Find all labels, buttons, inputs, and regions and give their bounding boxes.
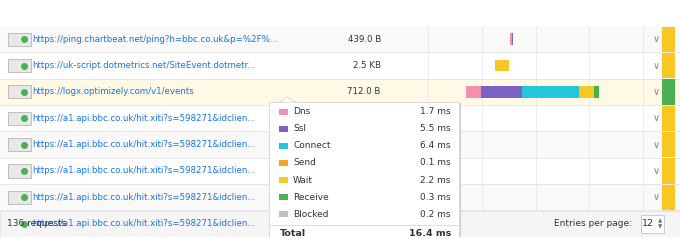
- FancyBboxPatch shape: [662, 132, 675, 157]
- Text: Receive: Receive: [293, 193, 329, 201]
- FancyBboxPatch shape: [0, 131, 680, 158]
- FancyBboxPatch shape: [662, 106, 675, 131]
- Text: <: <: [299, 219, 307, 229]
- FancyBboxPatch shape: [279, 109, 288, 115]
- FancyBboxPatch shape: [662, 79, 675, 105]
- FancyBboxPatch shape: [279, 126, 288, 132]
- FancyBboxPatch shape: [0, 158, 680, 184]
- FancyBboxPatch shape: [279, 194, 288, 200]
- FancyBboxPatch shape: [662, 53, 675, 78]
- Text: https://a1.api.bbc.co.uk/hit.xiti?s=598271&idclien...: https://a1.api.bbc.co.uk/hit.xiti?s=5982…: [33, 114, 256, 123]
- Text: 439.0 B: 439.0 B: [347, 35, 381, 44]
- Text: Connect: Connect: [293, 141, 330, 150]
- FancyBboxPatch shape: [512, 33, 513, 45]
- Text: https://a1.api.bbc.co.uk/hit.xiti?s=598271&idclien...: https://a1.api.bbc.co.uk/hit.xiti?s=5982…: [33, 219, 256, 228]
- Text: 5.5 ms: 5.5 ms: [420, 124, 451, 133]
- FancyBboxPatch shape: [579, 86, 594, 98]
- Text: Entries per page:: Entries per page:: [554, 219, 632, 228]
- FancyBboxPatch shape: [269, 103, 459, 239]
- FancyBboxPatch shape: [466, 86, 481, 98]
- Text: ∨: ∨: [653, 192, 660, 202]
- Text: ∨: ∨: [653, 60, 660, 71]
- Text: 11/12: 11/12: [325, 219, 355, 228]
- FancyBboxPatch shape: [0, 105, 680, 131]
- FancyBboxPatch shape: [0, 210, 680, 237]
- Text: 0.2 ms: 0.2 ms: [420, 210, 451, 219]
- Text: Wait: Wait: [293, 175, 313, 185]
- FancyBboxPatch shape: [594, 86, 598, 98]
- Text: 6.4 ms: 6.4 ms: [420, 141, 451, 150]
- Text: ∨: ∨: [653, 140, 660, 150]
- FancyBboxPatch shape: [662, 158, 675, 184]
- Circle shape: [362, 218, 392, 229]
- FancyBboxPatch shape: [8, 217, 31, 230]
- Text: ∨: ∨: [653, 87, 660, 97]
- FancyBboxPatch shape: [495, 60, 509, 71]
- Text: 0.1 ms: 0.1 ms: [420, 158, 451, 168]
- Text: 136 requests: 136 requests: [7, 219, 66, 228]
- FancyBboxPatch shape: [0, 79, 680, 105]
- FancyBboxPatch shape: [8, 85, 31, 98]
- Text: 16.4 ms: 16.4 ms: [409, 229, 451, 238]
- Circle shape: [288, 218, 318, 229]
- FancyBboxPatch shape: [0, 211, 680, 237]
- Text: https://uk-script.dotmetrics.net/SiteEvent.dotmetr...: https://uk-script.dotmetrics.net/SiteEve…: [33, 61, 256, 70]
- Text: ▼: ▼: [658, 225, 662, 230]
- Text: ∨: ∨: [653, 219, 660, 229]
- FancyBboxPatch shape: [662, 27, 675, 52]
- Text: https://a1.api.bbc.co.uk/hit.xiti?s=598271&idclien...: https://a1.api.bbc.co.uk/hit.xiti?s=5982…: [33, 193, 256, 202]
- FancyBboxPatch shape: [0, 26, 680, 52]
- Text: https://a1.api.bbc.co.uk/hit.xiti?s=598271&idclien...: https://a1.api.bbc.co.uk/hit.xiti?s=5982…: [33, 140, 256, 149]
- Text: 1.7 ms: 1.7 ms: [420, 107, 451, 116]
- Text: 0.3 ms: 0.3 ms: [420, 193, 451, 201]
- FancyBboxPatch shape: [481, 86, 522, 98]
- Text: 712.0 B: 712.0 B: [347, 87, 381, 96]
- Text: https://logx.optimizely.com/v1/events: https://logx.optimizely.com/v1/events: [33, 87, 194, 96]
- Text: Send: Send: [293, 158, 316, 168]
- Text: Blocked: Blocked: [293, 210, 328, 219]
- Text: ∨: ∨: [653, 113, 660, 123]
- Text: ∨: ∨: [653, 34, 660, 44]
- FancyBboxPatch shape: [8, 33, 31, 46]
- FancyBboxPatch shape: [279, 160, 288, 166]
- Text: >: >: [373, 219, 381, 229]
- FancyBboxPatch shape: [279, 177, 288, 183]
- FancyBboxPatch shape: [8, 138, 31, 151]
- FancyBboxPatch shape: [8, 59, 31, 72]
- FancyBboxPatch shape: [8, 191, 31, 204]
- FancyBboxPatch shape: [0, 184, 680, 210]
- Text: Dns: Dns: [293, 107, 310, 116]
- Text: 2.5 KB: 2.5 KB: [353, 61, 381, 70]
- Polygon shape: [279, 97, 296, 103]
- Text: ▲: ▲: [658, 218, 662, 223]
- FancyBboxPatch shape: [279, 143, 288, 149]
- FancyBboxPatch shape: [8, 112, 31, 125]
- Text: Ssl: Ssl: [293, 124, 306, 133]
- FancyBboxPatch shape: [641, 215, 664, 233]
- Text: https://a1.api.bbc.co.uk/hit.xiti?s=598271&idclien...: https://a1.api.bbc.co.uk/hit.xiti?s=5982…: [33, 166, 256, 175]
- FancyBboxPatch shape: [271, 103, 461, 239]
- FancyBboxPatch shape: [279, 211, 288, 217]
- Text: https://ping.chartbeat.net/ping?h=bbc.co.uk&p=%2F%...: https://ping.chartbeat.net/ping?h=bbc.co…: [33, 35, 278, 44]
- Text: 2.2 ms: 2.2 ms: [420, 175, 451, 185]
- FancyBboxPatch shape: [662, 185, 675, 210]
- FancyBboxPatch shape: [8, 164, 31, 178]
- Text: Total: Total: [279, 229, 305, 238]
- FancyBboxPatch shape: [510, 33, 512, 45]
- Text: ∨: ∨: [653, 166, 660, 176]
- FancyBboxPatch shape: [0, 52, 680, 79]
- FancyBboxPatch shape: [522, 86, 579, 98]
- FancyBboxPatch shape: [662, 211, 675, 236]
- Text: 12: 12: [642, 219, 654, 228]
